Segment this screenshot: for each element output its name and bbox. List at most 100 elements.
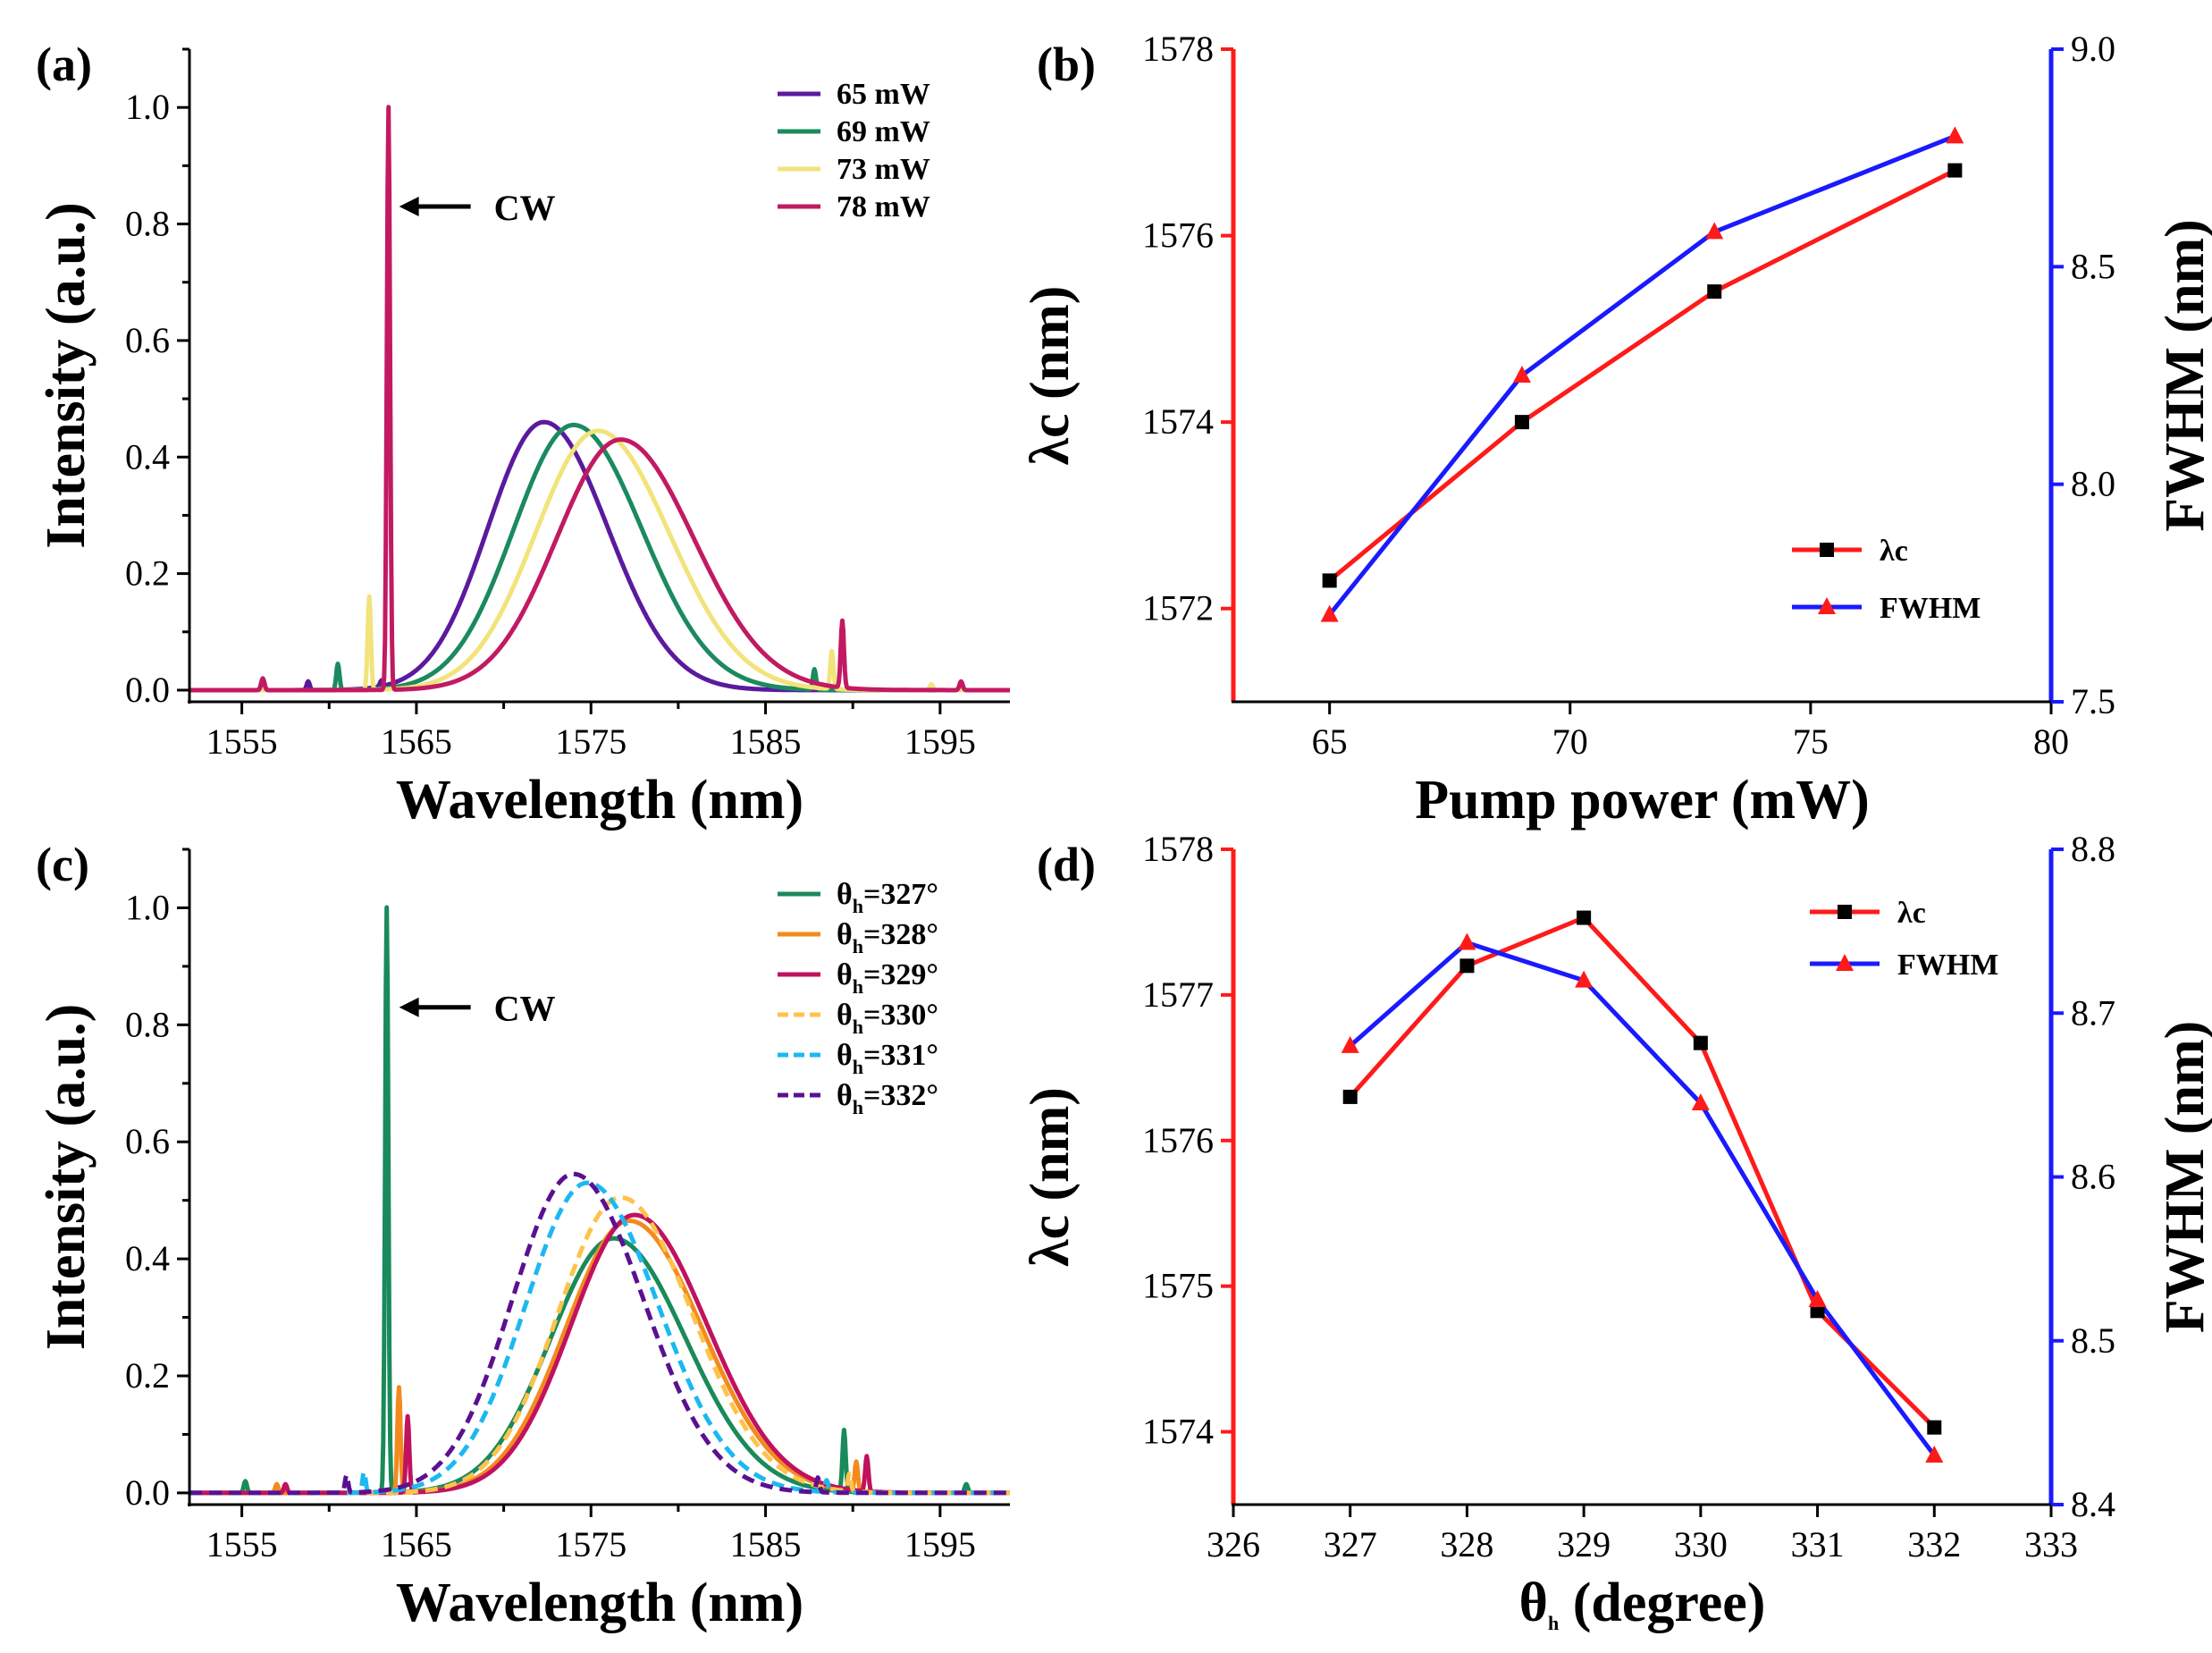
series-line-FWHM: [1327, 133, 1956, 617]
label-subscript: h: [853, 1056, 863, 1078]
label-part: (degree): [1559, 1573, 1765, 1633]
c-panel: 1555 1565 1575 1585 1595 0.0 0.2 0.4 0.6 0.8 1.0 Wa…: [36, 838, 1010, 1633]
legend-label: θh=328°: [837, 918, 938, 957]
legend-label: θh=330°: [837, 999, 938, 1038]
y-tick-label: 0.8: [125, 1004, 170, 1044]
y-tick-label: 0.2: [125, 553, 170, 594]
right-tick-label: 8.6: [2071, 1157, 2115, 1197]
data-point-triangle: [1320, 604, 1339, 622]
y-tick-label: 0.6: [125, 1121, 170, 1161]
a-panel: 1555 1565 1575 1585 1595 0.0 0.2 0.4 0.6 0.8 1.0 Wa…: [36, 38, 1010, 831]
legend-label: 73 mW: [837, 153, 930, 186]
data-point-triangle: [1458, 932, 1476, 950]
data-point-square: [1707, 284, 1722, 299]
y-axis-title: Intensity (a.u.): [36, 202, 97, 549]
legend-label: θh=332°: [837, 1079, 938, 1118]
x-tick-label: 330: [1674, 1524, 1728, 1564]
left-tick-label: 1575: [1142, 1266, 1214, 1306]
legend-marker-square: [1820, 543, 1834, 557]
y-axis-title: Intensity (a.u.): [36, 1004, 97, 1351]
y-tick-label: 0.4: [125, 1238, 170, 1278]
x-tick-label: 326: [1207, 1524, 1260, 1564]
x-axis-title: Wavelength (nm): [396, 1573, 803, 1633]
left-tick-label: 1574: [1142, 401, 1214, 442]
label-part: θ: [837, 1079, 853, 1112]
x-tick-label: 1595: [904, 721, 976, 762]
left-axis-title: λc (nm): [1020, 286, 1081, 466]
legend-label: FWHM: [1897, 949, 1998, 982]
data-point-triangle: [1808, 1289, 1827, 1307]
right-axis-title: FWHM (nm): [2155, 219, 2212, 532]
series-line-λc: [1348, 915, 1937, 1430]
label-subscript: h: [853, 895, 863, 917]
data-point-triangle: [1341, 1035, 1359, 1053]
y-tick-label: 1.0: [125, 887, 170, 927]
data-point-square: [1947, 163, 1963, 178]
series-line-69 mW: [189, 422, 1010, 693]
series-line-θh=328°: [189, 1219, 1010, 1496]
legend-label: λc: [1880, 535, 1908, 568]
series-line-θh=331°: [189, 1180, 1010, 1496]
panel-label: (c): [36, 838, 89, 891]
data-point-triangle: [1691, 1093, 1710, 1111]
legend-label: λc: [1897, 897, 1926, 930]
right-tick-label: 8.5: [2071, 1320, 2115, 1361]
x-tick-label: 1565: [381, 721, 452, 762]
series-line-78 mW: [189, 105, 1010, 693]
legend-marker-triangle: [1836, 954, 1854, 971]
left-tick-label: 1572: [1142, 588, 1214, 628]
x-tick-label: 1565: [381, 1524, 452, 1564]
label-part: θ: [837, 958, 853, 991]
series-line-θh=327°: [189, 905, 1010, 1496]
legend-label: 78 mW: [837, 190, 930, 223]
label-part: θ: [837, 1039, 853, 1072]
data-point-triangle: [1946, 126, 1964, 144]
right-axis-title: FWHM (nm): [2155, 1021, 2212, 1334]
label-part: =332°: [863, 1079, 938, 1112]
data-point-square: [1693, 1035, 1708, 1050]
legend-label: θh=327°: [837, 878, 938, 917]
label-part: =331°: [863, 1039, 938, 1072]
series-line-73 mW: [189, 428, 1010, 693]
y-tick-label: 1.0: [125, 87, 170, 127]
label-subscript: h: [853, 975, 863, 998]
label-part: =329°: [863, 958, 938, 991]
y-tick-label: 0.0: [125, 670, 170, 710]
label-subscript: h: [853, 1096, 863, 1118]
x-axis-title: Pump power (mW): [1415, 770, 1870, 831]
x-axis-title: θh (degree): [1519, 1573, 1766, 1634]
x-tick-label: 329: [1557, 1524, 1611, 1564]
legend-label: θh=329°: [837, 958, 938, 998]
x-tick-label: 75: [1793, 721, 1829, 762]
data-point-square: [1927, 1420, 1942, 1435]
x-tick-label: 1575: [555, 1524, 627, 1564]
x-tick-label: 1585: [730, 721, 802, 762]
legend-label: FWHM: [1880, 592, 1981, 625]
panel-label: (b): [1037, 38, 1096, 91]
b-panel: 65 70 75 80 1572 1574 1576 1578 7.5 8.0 8.5 9.0 Pump…: [1020, 29, 2212, 831]
left-tick-label: 1578: [1142, 29, 1214, 69]
label-part: θ: [837, 999, 853, 1032]
x-tick-label: 1585: [730, 1524, 802, 1564]
y-tick-label: 0.8: [125, 204, 170, 244]
y-tick-label: 0.6: [125, 320, 170, 360]
label-part: θ: [837, 878, 853, 911]
left-tick-label: 1576: [1142, 215, 1214, 256]
series-line-FWHM: [1349, 940, 1937, 1457]
left-tick-label: 1574: [1142, 1412, 1214, 1452]
data-point-triangle: [1575, 970, 1594, 988]
right-tick-label: 7.5: [2071, 681, 2115, 721]
series-line-θh=329°: [189, 1212, 1010, 1496]
cw-arrow-head: [399, 997, 419, 1017]
right-tick-label: 8.8: [2071, 829, 2115, 869]
x-axis-title: Wavelength (nm): [396, 770, 803, 831]
data-point-square: [1459, 958, 1475, 974]
label-part: θ: [837, 918, 853, 951]
series-line-65 mW: [189, 419, 1010, 693]
legend-marker-square: [1838, 905, 1852, 919]
left-tick-label: 1577: [1142, 974, 1214, 1015]
x-tick-label: 1555: [206, 1524, 278, 1564]
data-point-square: [1322, 573, 1337, 588]
y-tick-label: 0.4: [125, 436, 170, 477]
